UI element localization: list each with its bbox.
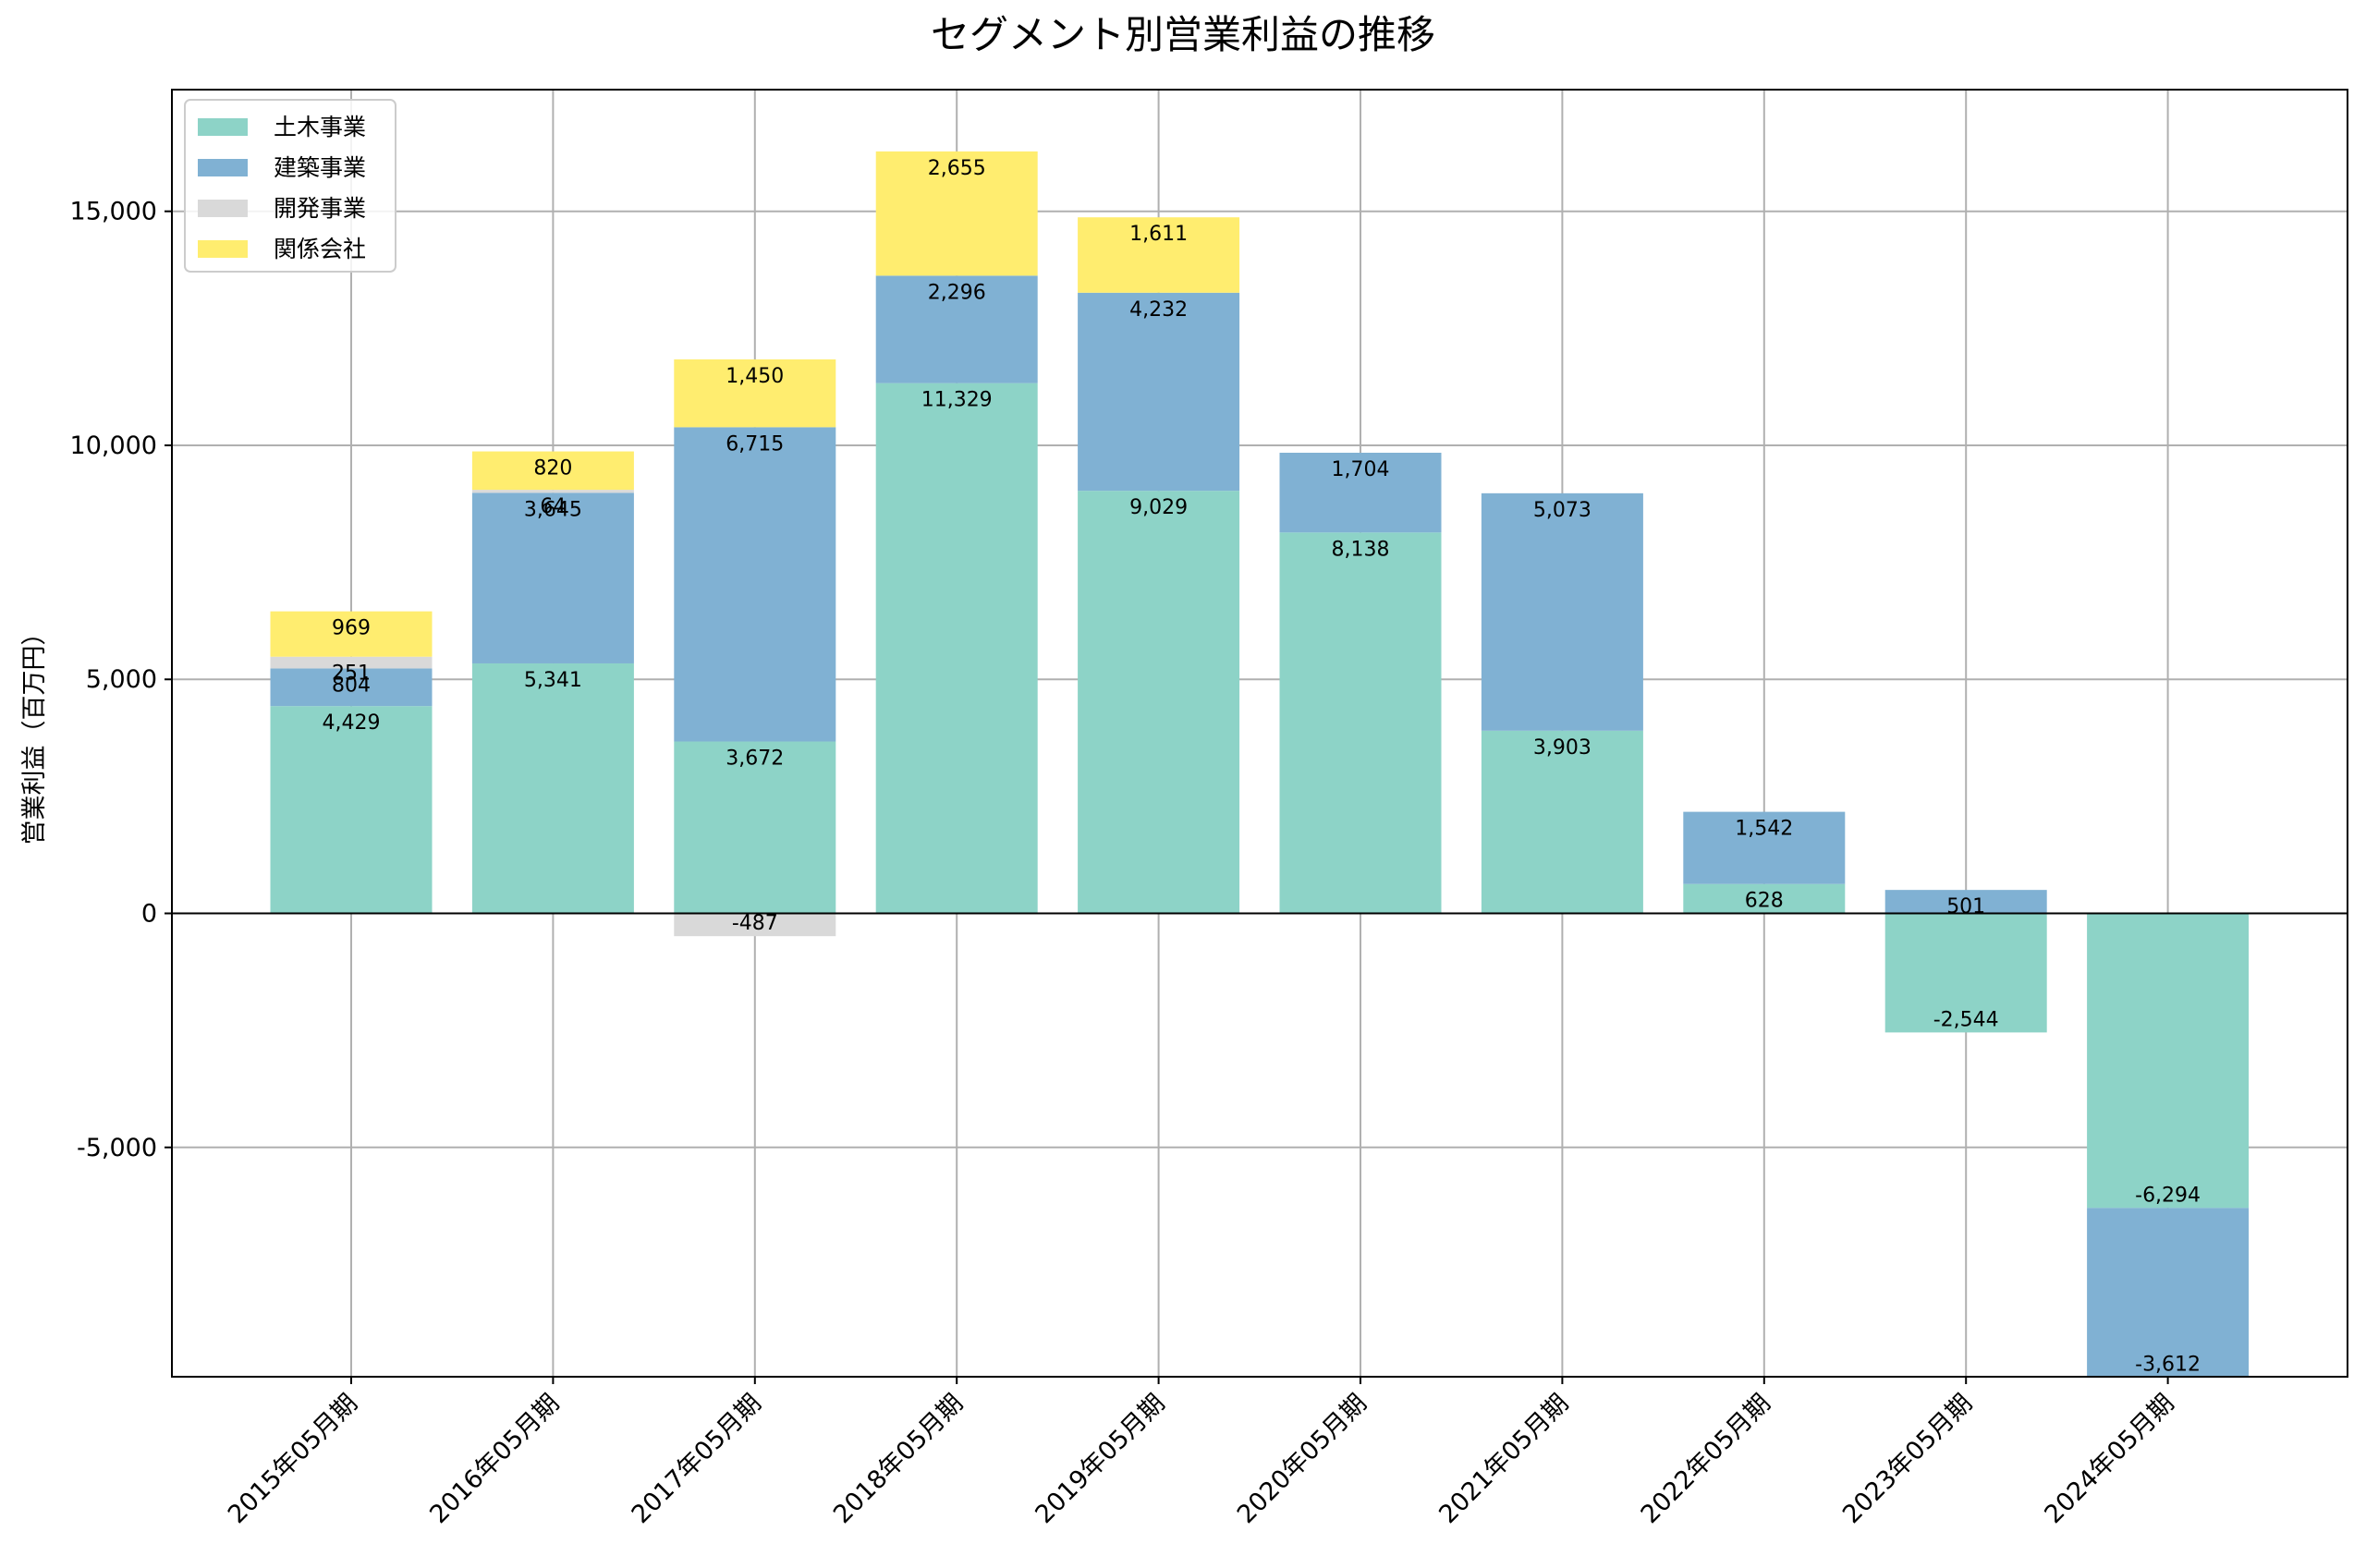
x-tick-label: 2021年05月期 <box>1433 1389 1574 1529</box>
bar-data-label: 501 <box>1946 895 1985 918</box>
bar-data-label: 1,611 <box>1129 223 1188 246</box>
bar-data-label: 64 <box>540 495 566 518</box>
bar-segment <box>1279 452 1442 533</box>
x-tick-label: 2022年05月期 <box>1636 1389 1776 1529</box>
y-tick-label: 0 <box>141 900 157 929</box>
bar-data-label: 4,429 <box>323 711 381 735</box>
x-tick-label: 2015年05月期 <box>223 1389 363 1529</box>
bar-segment <box>1078 491 1240 914</box>
x-tick-label: 2024年05月期 <box>2039 1389 2179 1529</box>
bar-segment <box>674 359 836 428</box>
bar-segment <box>1884 913 2047 1033</box>
bar-segment <box>270 656 433 669</box>
bar-data-label: 4,232 <box>1129 298 1188 322</box>
bar-data-label: 5,341 <box>524 669 582 692</box>
bar-segment <box>1481 492 1643 731</box>
legend-swatch <box>198 240 248 258</box>
bar-segment <box>875 383 1038 914</box>
y-axis-label: 営業利益（百万円） <box>20 621 49 845</box>
bar-data-label: 5,073 <box>1533 499 1592 522</box>
bar-data-label: 8,138 <box>1332 538 1390 561</box>
bar-data-label: 1,704 <box>1332 458 1390 481</box>
bar-segment <box>674 427 836 742</box>
bar-data-label: -6,294 <box>2135 1184 2201 1207</box>
bar-data-label: -487 <box>732 912 778 935</box>
y-tick-label: 5,000 <box>86 665 157 694</box>
bar-segment <box>1884 890 2047 914</box>
bar-segment <box>270 611 433 657</box>
bar-segment <box>1078 292 1240 492</box>
bar-segment <box>674 741 836 914</box>
bar-data-label: -2,544 <box>1933 1008 1999 1031</box>
bar-segment <box>1481 730 1643 914</box>
legend-label: 土木事業 <box>274 114 366 140</box>
bar-data-label: 628 <box>1745 890 1784 913</box>
bar-data-label: 3,903 <box>1533 736 1592 760</box>
legend-label: 建築事業 <box>274 154 366 181</box>
bar-data-label: 1,542 <box>1735 818 1793 841</box>
legend-box <box>184 99 396 273</box>
bar-data-label: 6,715 <box>726 432 784 456</box>
legend-label: 開発事業 <box>274 195 366 222</box>
bar-data-label: 2,296 <box>928 281 986 304</box>
bar-data-label: 969 <box>332 617 371 640</box>
bar-segment <box>471 490 634 493</box>
chart-title: セグメント別営業利益の推移 <box>931 12 1435 57</box>
bar-data-label: -3,612 <box>2135 1353 2201 1376</box>
bar-segment <box>471 451 634 491</box>
legend-swatch <box>198 118 248 136</box>
bar-data-label: 11,329 <box>921 389 993 412</box>
bar-segment <box>2087 913 2250 1209</box>
bar-segment <box>2087 1208 2250 1378</box>
bar-segment <box>471 662 634 914</box>
y-axis: -5,000 0 5,000 10,000 15,000 <box>70 198 172 1162</box>
bar-segment <box>270 706 433 914</box>
x-tick-label: 2018年05月期 <box>828 1389 969 1529</box>
bar-segment <box>875 275 1038 383</box>
y-tick-label: 15,000 <box>70 198 157 226</box>
bar-data-label: 2,655 <box>928 157 986 180</box>
legend-swatch <box>198 159 248 176</box>
bars <box>270 151 2250 1378</box>
x-tick-label: 2017年05月期 <box>627 1389 767 1529</box>
bar-data-label: 1,450 <box>726 365 784 388</box>
x-tick-label: 2019年05月期 <box>1030 1389 1170 1529</box>
bar-segment <box>875 151 1038 276</box>
y-tick-label: -5,000 <box>77 1134 157 1162</box>
bar-segment <box>471 492 634 663</box>
y-tick-label: 10,000 <box>70 432 157 460</box>
legend-swatch <box>198 200 248 217</box>
bar-segment <box>1279 532 1442 914</box>
bar-data-label: 820 <box>533 457 572 480</box>
x-axis: 2015年05月期 2016年05月期 2017年05月期 2018年05月期 2019… <box>223 1377 2180 1529</box>
bar-segment <box>1683 883 1846 914</box>
bar-segment <box>1683 811 1846 884</box>
plot-frame <box>171 89 2348 1378</box>
bar-segment <box>1078 217 1240 293</box>
bar-data-label: 804 <box>332 674 371 697</box>
bar-data-label: 3,672 <box>726 748 784 771</box>
bar-data-label: 3,645 <box>524 498 582 521</box>
bar-segment <box>674 913 836 937</box>
bar-data-label: 9,029 <box>1129 496 1188 519</box>
x-tick-label: 2020年05月期 <box>1232 1389 1372 1529</box>
x-tick-label: 2016年05月期 <box>424 1389 565 1529</box>
legend-label: 関係会社 <box>274 236 366 262</box>
x-tick-label: 2023年05月期 <box>1837 1389 1978 1529</box>
bar-data-label: 251 <box>332 662 371 686</box>
bar-segment <box>270 668 433 707</box>
